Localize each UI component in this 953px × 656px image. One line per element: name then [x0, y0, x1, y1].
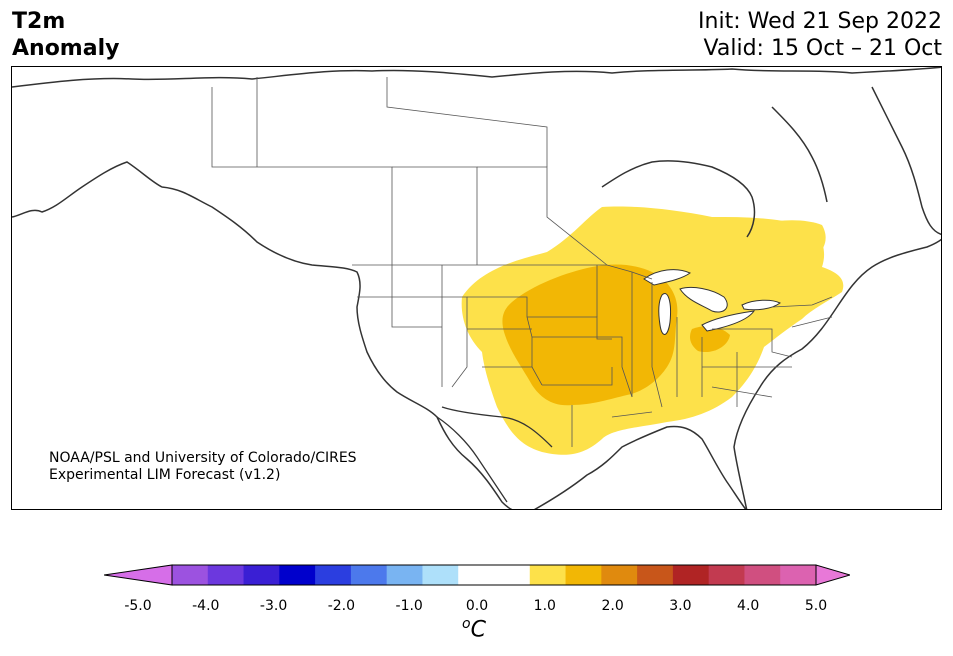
mexico-coast — [436, 406, 553, 503]
colorbar-cell — [565, 565, 602, 585]
map-svg — [12, 67, 941, 509]
colorbar-cell — [601, 565, 638, 585]
anomaly-region-medium-east — [690, 326, 730, 353]
colorbar-cells — [172, 565, 817, 585]
colorbar-cell — [637, 565, 674, 585]
colorbar-cell — [386, 565, 423, 585]
map-title: T2m Anomaly — [12, 8, 119, 62]
credit-line-2: Experimental LIM Forecast (v1.2) — [49, 467, 281, 483]
anomaly-region-light-ne — [747, 220, 826, 263]
colorbar-cell — [350, 565, 388, 585]
colorbar-tick-label: 5.0 — [804, 598, 828, 614]
title-line-2: Anomaly — [12, 36, 120, 61]
colorbar-tick-label: -5.0 — [124, 598, 152, 614]
colorbar-tick-label: 3.0 — [669, 598, 692, 614]
unit-degree: o — [462, 616, 471, 632]
credit-text: NOAA/PSL and University of Colorado/CIRE… — [49, 450, 357, 484]
colorbar-tick-label: -3.0 — [259, 598, 288, 614]
anomaly-map — [11, 66, 942, 510]
credit-line-1: NOAA/PSL and University of Colorado/CIRE… — [49, 450, 357, 466]
colorbar-left-extend — [104, 564, 173, 586]
forecast-dates: Init: Wed 21 Sep 2022 Valid: 15 Oct – 21… — [698, 8, 942, 62]
colorbar-cell — [458, 565, 495, 585]
colorbar-cell — [708, 565, 745, 585]
colorbar-cell — [422, 565, 459, 585]
colorbar-tick-label: 0.0 — [465, 598, 489, 614]
init-date: Init: Wed 21 Sep 2022 — [698, 9, 942, 34]
colorbar-cell — [279, 565, 316, 585]
political-borders — [211, 77, 833, 447]
colorbar-cell — [315, 565, 352, 585]
colorbar-tick-label: -4.0 — [192, 598, 220, 614]
colorbar-tick-label: 2.0 — [601, 598, 624, 614]
colorbar-tick-label: -2.0 — [327, 598, 356, 614]
colorbar-cell — [780, 565, 817, 585]
colorbar-cell — [243, 565, 280, 585]
great-lakes — [643, 269, 781, 335]
coastlines — [12, 67, 941, 509]
colorbar-cell — [672, 565, 710, 585]
colorbar-cell — [529, 565, 567, 585]
colorbar-tick-label: 1.0 — [533, 598, 556, 614]
colorbar-right-extend — [815, 564, 850, 586]
colorbar — [104, 564, 850, 586]
anomaly-region-medium — [502, 264, 678, 406]
colorbar-outline — [171, 564, 817, 586]
unit-label: oC — [462, 616, 486, 642]
colorbar-cell — [172, 565, 209, 585]
unit-letter: C — [470, 617, 486, 643]
colorbar-cell — [494, 565, 531, 585]
colorbar-cell — [744, 565, 781, 585]
title-line-1: T2m — [12, 9, 66, 34]
colorbar-tick-label: -1.0 — [395, 598, 423, 614]
colorbar-tick-label: 4.0 — [737, 598, 760, 614]
colorbar-cell — [207, 565, 245, 585]
valid-range: Valid: 15 Oct – 21 Oct — [703, 36, 942, 61]
